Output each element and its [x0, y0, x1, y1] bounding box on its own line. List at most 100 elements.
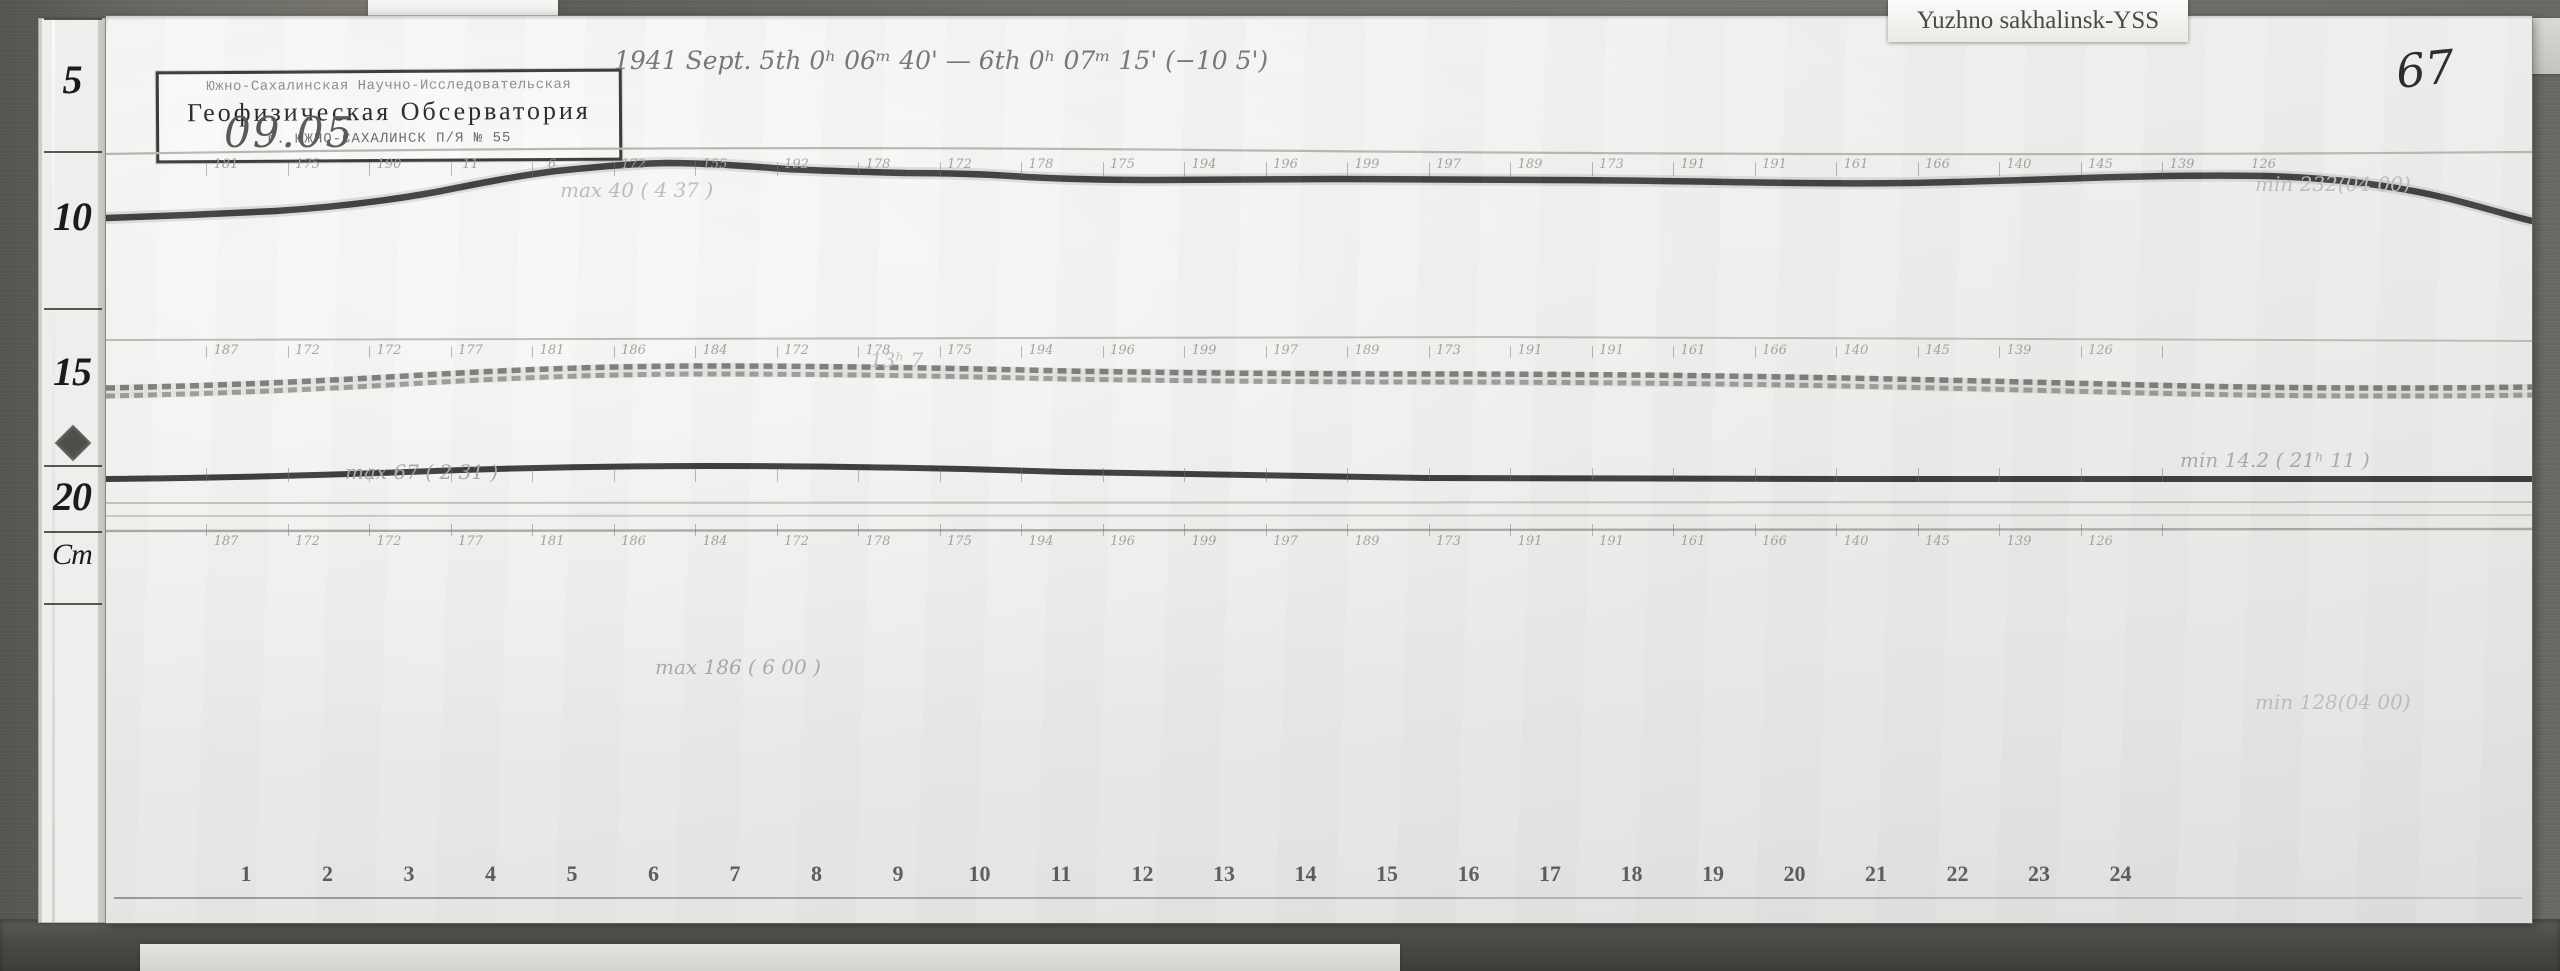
- hour-label-13: 13: [1213, 861, 1235, 886]
- fiducial-tick: [206, 468, 207, 482]
- hour-label-5: 5: [566, 861, 578, 886]
- fiducial-tick: [532, 524, 533, 536]
- fiducial-tick: [939, 524, 941, 536]
- annotation-2: max 67 ( 2 31 ): [345, 460, 499, 484]
- hour-mark-middle-14: 189: [1354, 343, 1380, 358]
- hour-mark-upper-9: 172: [947, 157, 972, 172]
- hour-mark-middle-8: 178: [865, 343, 891, 358]
- ruler-label-10: 10: [53, 194, 92, 239]
- middle-timing-baseline: [106, 334, 2532, 343]
- annotation-1: min 232(04 00): [2255, 172, 2411, 196]
- specimen-tag-label: Yuzhno sakhalinsk-YSS: [1916, 7, 2160, 34]
- fiducial-tick: [1184, 524, 1185, 536]
- hour-label-3: 3: [403, 861, 415, 886]
- fiducial-tick: [1510, 162, 1511, 176]
- fiducial-tick: [450, 524, 452, 536]
- fiducial-tick: [1265, 468, 1267, 482]
- hour-mark-lower-2: 172: [376, 534, 402, 549]
- hour-mark-upper-14: 199: [1354, 157, 1380, 172]
- fiducial-tick: [1999, 346, 2000, 358]
- fiducial-tick: [532, 468, 533, 482]
- fiducial-tick: [287, 468, 289, 482]
- hour-mark-lower-17: 191: [1599, 534, 1624, 549]
- paper-scrap-top: [368, 0, 558, 16]
- hour-mark-upper-6: 155: [702, 157, 728, 172]
- fiducial-tick: [1836, 346, 1837, 358]
- hour-mark-upper-20: 161: [1843, 157, 1869, 172]
- fiducial-tick: [287, 346, 289, 358]
- fiducial-tick: [1836, 524, 1837, 536]
- fiducial-tick: [2162, 524, 2163, 536]
- hour-label-16: 16: [1457, 861, 1480, 886]
- fiducial-tick: [1836, 468, 1837, 482]
- fiducial-tick: [206, 346, 207, 358]
- fiducial-tick: [1265, 162, 1267, 176]
- fiducial-tick: [613, 524, 615, 536]
- hour-mark-middle-18: 161: [1680, 343, 1706, 358]
- fiducial-tick: [1021, 162, 1022, 176]
- fiducial-tick: [776, 524, 778, 536]
- hour-mark-lower-13: 197: [1273, 534, 1298, 549]
- fiducial-tick: [206, 162, 207, 176]
- annotation-0: max 40 ( 4 37 ): [560, 178, 714, 202]
- ruler-tick: [44, 18, 102, 20]
- ruler-tick: [44, 465, 102, 467]
- hour-label-2: 2: [322, 861, 333, 886]
- fiducial-tick: [1754, 468, 1756, 482]
- hour-mark-upper-24: 139: [2169, 157, 2195, 172]
- fiducial-tick: [450, 468, 452, 482]
- hour-label-4: 4: [485, 861, 496, 886]
- hour-mark-lower-0: 187: [213, 534, 239, 549]
- ruler-label-20: 20: [53, 474, 92, 519]
- fiducial-tick: [369, 346, 370, 358]
- hour-label-10: 10: [968, 861, 991, 886]
- hour-label-19: 19: [1702, 861, 1724, 886]
- fiducial-tick: [206, 524, 207, 536]
- fiducial-tick: [1754, 524, 1756, 536]
- hour-mark-upper-1: 175: [295, 157, 320, 172]
- fiducial-tick: [2162, 162, 2163, 176]
- hour-mark-middle-13: 197: [1273, 343, 1298, 358]
- hour-mark-lower-15: 173: [1436, 534, 1461, 549]
- hour-mark-upper-16: 189: [1517, 157, 1543, 172]
- fiducial-tick: [369, 524, 370, 536]
- date-annotation: 09.05: [224, 108, 355, 157]
- hour-axis: 1 2 3 4 5 6 7 8 9 10 11 12 13 14 15 16 17 18 19 20 21 22 23 24: [106, 861, 2532, 901]
- fiducial-tick: [695, 524, 696, 536]
- fiducial-tick: [1673, 468, 1674, 482]
- hour-mark-lower-12: 199: [1191, 534, 1217, 549]
- fiducial-tick: [2080, 346, 2082, 358]
- lower-baseline-b: [106, 514, 2532, 517]
- fiducial-tick: [1591, 468, 1593, 482]
- fiducial-tick: [532, 162, 533, 176]
- fiducial-tick: [450, 162, 452, 176]
- fiducial-tick: [369, 468, 370, 482]
- fiducial-tick: [858, 162, 859, 176]
- hour-mark-upper-4: 6: [547, 157, 557, 172]
- annotation-4: max 186 ( 6 00 ): [655, 655, 821, 679]
- fiducial-tick: [858, 524, 859, 536]
- hour-mark-middle-23: 126: [2088, 343, 2113, 358]
- hour-mark-middle-15: 173: [1436, 343, 1461, 358]
- hour-axis-rule: [114, 897, 2522, 899]
- fiducial-tick: [2162, 346, 2163, 358]
- hour-mark-upper-10: 178: [1028, 157, 1054, 172]
- ruler-strip: [52, 18, 55, 923]
- magnetogram-sheet: Южно-Сахалинская Научно-Исследовательска…: [106, 16, 2532, 923]
- hour-mark-lower-4: 181: [539, 534, 565, 549]
- hour-mark-middle-16: 191: [1517, 343, 1543, 358]
- hour-mark-lower-10: 194: [1028, 534, 1054, 549]
- fiducial-tick: [1999, 524, 2000, 536]
- hour-label-17: 17: [1539, 861, 1561, 886]
- hour-mark-lower-5: 186: [621, 534, 646, 549]
- fiducial-tick: [939, 162, 941, 176]
- hour-label-15: 15: [1376, 861, 1398, 886]
- fiducial-tick: [1428, 468, 1430, 482]
- fiducial-tick: [1021, 524, 1022, 536]
- fiducial-tick: [1591, 162, 1593, 176]
- hour-mark-upper-23: 145: [2088, 157, 2113, 172]
- specimen-tag: Yuzhno sakhalinsk-YSS: [1888, 0, 2188, 42]
- annotation-6: 13ʰ 7: [870, 348, 924, 372]
- hour-label-18: 18: [1620, 861, 1643, 886]
- hour-label-21: 21: [1865, 861, 1887, 886]
